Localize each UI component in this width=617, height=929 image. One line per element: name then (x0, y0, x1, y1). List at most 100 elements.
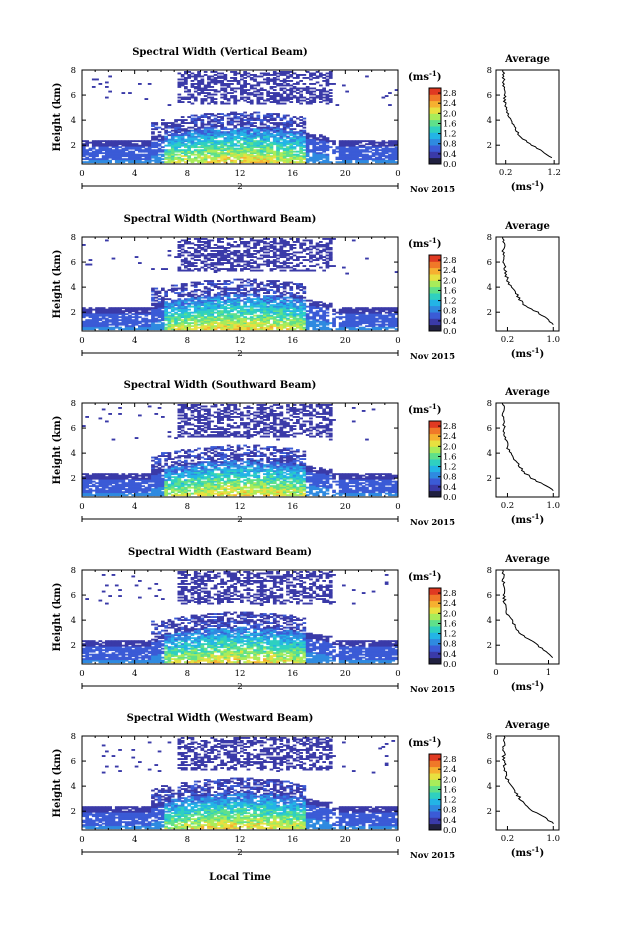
heatmap-cell (351, 144, 356, 147)
heatmap-cell (391, 325, 396, 328)
heatmap-cell (253, 244, 257, 246)
heatmap-cell (161, 307, 165, 310)
heatmap-cell (101, 310, 106, 313)
heatmap-cell (203, 131, 208, 134)
heatmap-cell (371, 153, 376, 156)
heatmap-cell (210, 259, 215, 261)
heatmap-cell (312, 90, 317, 93)
heatmap-cell (342, 141, 346, 144)
heatmap-cell (246, 146, 251, 149)
heatmap-cell (213, 89, 218, 91)
heatmap-cell (210, 78, 215, 81)
y-axis-label: Height (km) (52, 250, 63, 319)
heatmap-cell (226, 150, 231, 153)
heatmap-cell (91, 326, 96, 329)
heatmap-cell (312, 269, 317, 272)
heatmap-cell (384, 326, 389, 329)
heatmap-cell (243, 86, 247, 88)
heatmap-cell (259, 135, 264, 138)
heatmap-cell (85, 263, 89, 266)
heatmap-cell (253, 269, 257, 272)
heatmap-cell (82, 314, 86, 317)
heatmap-cell (253, 328, 257, 331)
heatmap-cell (85, 328, 89, 331)
heatmap-cell (381, 320, 386, 323)
heatmap-cell (292, 265, 297, 267)
heatmap-cell (108, 153, 112, 156)
heatmap-cell (249, 116, 254, 118)
heatmap-cell (217, 305, 221, 308)
heatmap-cell (157, 135, 162, 138)
heatmap-cell (240, 138, 244, 141)
heatmap-cell (144, 313, 149, 316)
heatmap-cell (325, 161, 330, 164)
heatmap-cell (98, 483, 103, 486)
heatmap-cell (184, 302, 188, 305)
heatmap-cell (325, 93, 330, 96)
heatmap-cell (177, 326, 182, 329)
heatmap-cell (256, 134, 261, 137)
heatmap-cell (263, 78, 267, 81)
heatmap-cell (217, 313, 221, 316)
heatmap-cell (266, 289, 270, 291)
heatmap-cell (111, 489, 116, 492)
heatmap-cell (217, 238, 221, 240)
heatmap-cell (236, 259, 241, 261)
heatmap-cell (368, 319, 373, 322)
heatmap-cell (236, 263, 241, 266)
heatmap-cell (197, 308, 201, 311)
heatmap-cell (233, 253, 238, 255)
heatmap-cell (279, 293, 284, 296)
heatmap-cell (246, 117, 251, 120)
heatmap-cell (174, 302, 178, 305)
heatmap-cell (289, 131, 294, 134)
heatmap-cell (203, 295, 208, 298)
heatmap-cell (207, 295, 211, 298)
heatmap-cell (243, 313, 247, 316)
heatmap-cell (276, 116, 280, 118)
heatmap-cell (302, 120, 307, 123)
heatmap-cell (91, 86, 96, 88)
heatmap-cell (197, 323, 201, 326)
heatmap-cell (210, 93, 215, 96)
heatmap-cell (193, 305, 198, 308)
average-frame (495, 69, 560, 165)
heatmap-cell (259, 153, 264, 156)
heatmap-cell (111, 482, 116, 485)
heatmap-cell (322, 322, 326, 325)
heatmap-cell (223, 281, 228, 284)
heatmap-cell (335, 150, 340, 153)
heatmap-cell (170, 135, 175, 138)
heatmap-cell (223, 307, 228, 310)
heatmap-cell (154, 150, 159, 153)
heatmap-cell (220, 125, 224, 127)
heatmap-cell (312, 158, 317, 161)
heatmap-cell (200, 158, 205, 161)
heatmap-cell (217, 302, 221, 305)
heatmap-cell (213, 250, 218, 252)
heatmap-cell (240, 268, 244, 270)
colorbar-tick-label: 2.4 (443, 99, 457, 109)
y-tick-label: 4 (71, 283, 76, 293)
heatmap-cell (220, 80, 224, 82)
heatmap-cell (223, 78, 228, 81)
heatmap-cell (276, 314, 280, 317)
heatmap-cell (322, 325, 326, 328)
heatmap-cell (286, 299, 290, 302)
heatmap-cell (144, 141, 149, 144)
heatmap-cell (381, 143, 386, 146)
heatmap-cell (147, 323, 152, 326)
heatmap-cell (338, 328, 343, 331)
heatmap-cell (266, 305, 270, 308)
heatmap-cell (296, 326, 300, 329)
heatmap-cell (114, 146, 119, 149)
heatmap-cell (197, 81, 201, 84)
heatmap-cell (253, 158, 257, 161)
heatmap-cell (82, 313, 86, 316)
heatmap-cell (332, 83, 336, 85)
heatmap-cell (82, 328, 86, 331)
heatmap-cell (302, 123, 307, 126)
heatmap-cell (276, 296, 280, 299)
heatmap-cell (207, 325, 211, 328)
heatmap-cell (348, 317, 353, 320)
